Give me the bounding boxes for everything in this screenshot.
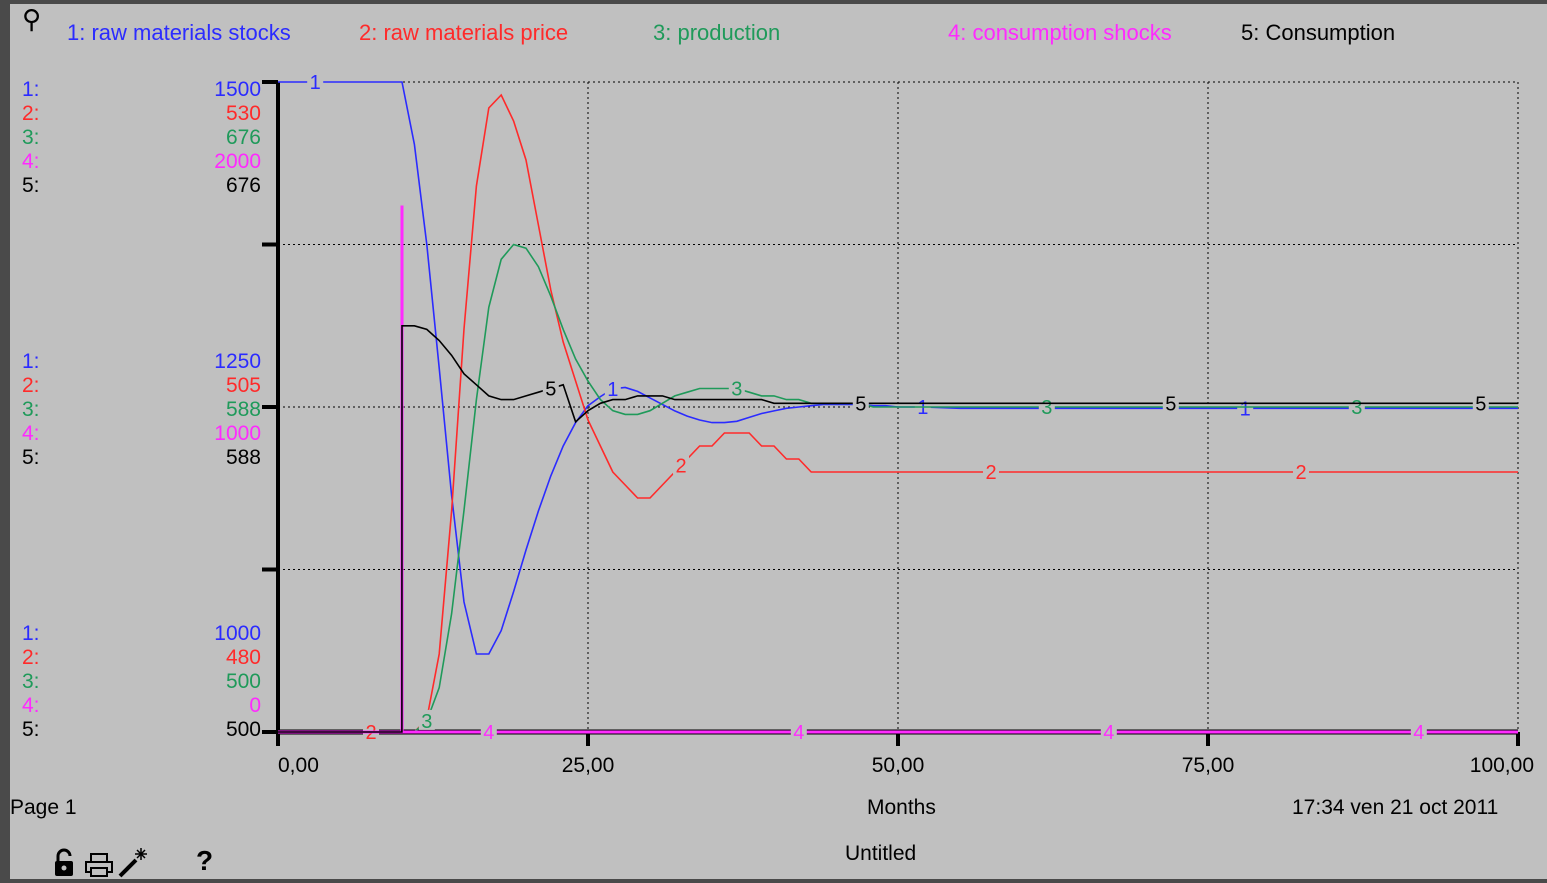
x-tick-label-1: 25,00	[562, 754, 615, 777]
scale-value-bottom-4: 0	[249, 694, 261, 717]
series-marker-5-3: 5	[1475, 393, 1486, 415]
scale-value-bottom-2: 480	[225, 646, 261, 669]
scale-index-bottom-4: 4:	[22, 694, 40, 717]
series-marker-1-0: 1	[310, 72, 321, 94]
series-marker-bg-2-3	[1293, 461, 1309, 481]
scale-value-top-4: 2000	[214, 150, 261, 173]
magic-wand-icon[interactable]	[116, 846, 150, 883]
series-marker-bg-3-1	[728, 377, 745, 398]
series-marker-bg-1-2	[914, 396, 931, 416]
scale-value-middle-3: 588	[225, 398, 261, 421]
scale-index-top-4: 4:	[22, 150, 40, 173]
legend-item-2: 2: raw materials price	[359, 20, 569, 45]
model-title: Untitled	[845, 842, 917, 865]
series-marker-3-3: 3	[1351, 397, 1362, 419]
timestamp: 17:34 ven 21 oct 2011	[1292, 796, 1499, 819]
series-marker-4-0: 4	[483, 722, 494, 744]
scale-index-middle-5: 5:	[22, 446, 40, 469]
scale-index-bottom-5: 5:	[22, 718, 40, 741]
legend-item-3: 3: production	[653, 20, 781, 45]
scale-index-bottom-3: 3:	[22, 670, 40, 693]
scale-value-middle-2: 505	[225, 374, 261, 397]
series-line-5	[278, 325, 1518, 733]
x-tick-label-0: 0,00	[278, 754, 319, 777]
series-marker-bg-5-3	[1472, 392, 1489, 413]
series-marker-bg-2-1	[673, 454, 689, 475]
scale-index-top-3: 3:	[22, 126, 40, 149]
x-tick-label-3: 75,00	[1182, 754, 1235, 777]
scale-value-middle-5: 588	[225, 446, 261, 469]
series-marker-bg-4-0	[480, 721, 497, 741]
scale-index-bottom-2: 2:	[22, 646, 40, 669]
scale-index-middle-4: 4:	[22, 422, 40, 445]
series-line-2	[278, 93, 1518, 733]
series-marker-1-1: 1	[607, 379, 618, 401]
series-marker-bg-1-0	[307, 71, 324, 91]
help-icon[interactable]: ?	[196, 845, 214, 876]
page-label: Page 1	[10, 796, 77, 819]
series-marker-bg-3-2	[1038, 396, 1055, 416]
series-marker-3-0: 3	[421, 711, 432, 733]
series-marker-4-3: 4	[1413, 722, 1424, 744]
series-marker-bg-4-2	[1100, 721, 1117, 741]
series-marker-bg-3-0	[418, 709, 435, 730]
lock-icon[interactable]	[52, 848, 76, 883]
series-marker-2-1: 2	[675, 456, 686, 478]
x-tick-label-4: 100,00	[1470, 754, 1534, 777]
scale-value-bottom-1: 1000	[214, 622, 261, 645]
scale-value-bottom-3: 500	[225, 670, 261, 693]
scale-index-top-5: 5:	[22, 174, 40, 197]
scale-index-middle-3: 3:	[22, 398, 40, 421]
scale-value-top-2: 530	[225, 102, 261, 125]
x-tick-label-2: 50,00	[872, 754, 925, 777]
series-marker-3-1: 3	[731, 379, 742, 401]
graph-pin-icon[interactable]: ⚲	[22, 4, 42, 34]
series-marker-1-3: 1	[1240, 398, 1251, 420]
scale-value-top-5: 676	[225, 174, 261, 197]
x-axis-label: Months	[867, 796, 936, 819]
scale-value-bottom-5: 500	[225, 718, 261, 741]
series-marker-bg-5-0	[542, 377, 559, 398]
scale-index-top-2: 2:	[22, 102, 40, 125]
scale-index-bottom-1: 1:	[22, 622, 40, 645]
series-marker-bg-4-1	[790, 721, 807, 741]
series-marker-2-3: 2	[1295, 462, 1306, 484]
series-marker-4-1: 4	[793, 722, 804, 744]
series-marker-3-2: 3	[1041, 397, 1052, 419]
print-icon[interactable]	[84, 852, 114, 883]
series-marker-1-2: 1	[917, 397, 928, 419]
series-marker-bg-2-2	[983, 461, 999, 481]
series-line-3	[278, 243, 1518, 733]
scale-value-top-3: 676	[225, 126, 261, 149]
scale-index-middle-1: 1:	[22, 350, 40, 373]
series-marker-bg-5-1	[852, 392, 869, 413]
series-marker-bg-4-3	[1410, 721, 1427, 741]
series-marker-5-2: 5	[1165, 393, 1176, 415]
series-marker-bg-1-1	[604, 377, 621, 398]
graph-window: 0,00 25,00 50,00 75,00 100,00 1 1 1 1 2 2 2 2 3 3 3 3 4 4 4…	[10, 4, 1547, 879]
series-marker-bg-5-2	[1162, 392, 1179, 413]
legend-item-1: 1: raw materials stocks	[67, 20, 291, 45]
legend-item-5: 5: Consumption	[1241, 20, 1396, 45]
series-marker-5-0: 5	[545, 379, 556, 401]
scale-value-top-1: 1500	[214, 78, 261, 101]
series-marker-2-2: 2	[985, 462, 996, 484]
series-marker-bg-3-3	[1348, 396, 1365, 416]
legend-item-4: 4: consumption shocks	[948, 20, 1172, 45]
series-marker-5-1: 5	[855, 393, 866, 415]
scale-index-top-1: 1:	[22, 78, 40, 101]
scale-index-middle-2: 2:	[22, 374, 40, 397]
scale-value-middle-1: 1250	[214, 350, 261, 373]
series-marker-4-2: 4	[1103, 722, 1114, 744]
scale-value-middle-4: 1000	[214, 422, 261, 445]
